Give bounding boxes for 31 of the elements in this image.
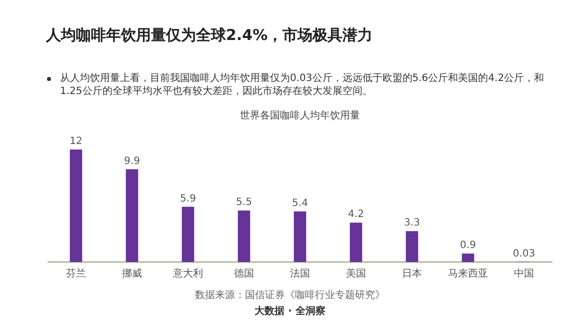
text: 大数据 · 全洞察	[254, 304, 326, 318]
x-tick-label: 中国	[514, 268, 534, 280]
x-tick-label: 芬兰	[66, 268, 86, 280]
data-label: 4.2	[348, 209, 364, 220]
bar	[462, 254, 474, 262]
bar	[406, 231, 418, 262]
source-note: 数据来源：国信证券《咖啡行业专题研究》	[194, 288, 386, 302]
bar	[294, 211, 306, 262]
bar	[70, 150, 82, 262]
bar	[350, 222, 362, 262]
text: 从人均饮用量上看，目前我国咖啡人均年饮用量仅为0.03公斤，远远低于欧盟的5.6公斤和美国的4.2公斤，和1.25公斤的全球平均水平也有较大差距，因此市场存在较大发展空间。	[60, 72, 546, 98]
data-label: 0.9	[460, 240, 476, 252]
data-label: 5.9	[180, 193, 196, 204]
x-tick-label: 美国	[346, 268, 366, 280]
data-label: 5.4	[292, 198, 308, 209]
data-label: 3.3	[404, 218, 420, 229]
x-tick-label: 挪威	[122, 268, 142, 280]
data-label: 0.03	[512, 248, 536, 260]
bar	[238, 210, 250, 262]
data-label: 9.9	[124, 156, 140, 167]
x-tick-label: 日本	[402, 268, 422, 280]
chart-title: 世界各国咖啡人均年饮用量	[240, 110, 360, 122]
x-tick-label: 意大利	[172, 268, 203, 280]
text: 人均咖啡年饮用量仅为全球2.4%，市场极具潜力	[46, 26, 373, 45]
bar	[182, 206, 194, 262]
x-tick-label: 马来西亚	[448, 268, 488, 280]
x-tick-label: 德国	[234, 268, 254, 280]
data-label: 5.5	[236, 197, 252, 208]
x-tick-label: 法国	[290, 268, 310, 280]
data-label: 12	[70, 136, 82, 148]
bar	[126, 169, 138, 262]
